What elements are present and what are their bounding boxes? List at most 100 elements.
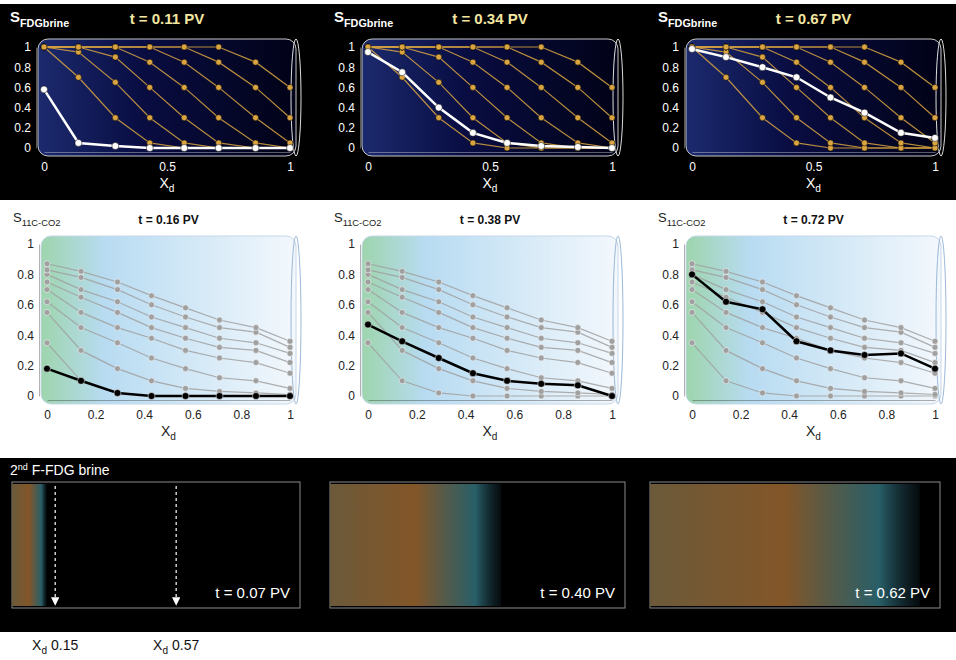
series-point bbox=[828, 347, 834, 353]
series-point bbox=[114, 390, 120, 396]
series-point bbox=[898, 390, 904, 396]
series-point bbox=[793, 355, 799, 361]
tick: 0.4 bbox=[338, 329, 360, 343]
label-main: S bbox=[13, 210, 22, 225]
series-line bbox=[692, 49, 935, 138]
tick-label: 0.2 bbox=[662, 359, 679, 373]
series-point bbox=[897, 350, 904, 357]
tick-label: 0 bbox=[672, 389, 679, 403]
series-point bbox=[148, 355, 154, 361]
x-axis: 00.51 bbox=[41, 152, 294, 174]
tick: 0 bbox=[348, 141, 360, 155]
series-point bbox=[689, 271, 695, 277]
series-point bbox=[114, 299, 120, 305]
tick-label: 0.8 bbox=[14, 61, 31, 75]
tick: 0 bbox=[689, 400, 696, 422]
series-point bbox=[504, 140, 510, 146]
annotation-label: Xd0.15 bbox=[32, 637, 78, 656]
label-sub: 11C-CO2 bbox=[667, 218, 706, 228]
tick: 0 bbox=[348, 389, 360, 403]
series-point bbox=[469, 129, 476, 136]
panel-title: t = 0.11 PV bbox=[130, 10, 205, 27]
series-point bbox=[75, 44, 81, 50]
series-point bbox=[898, 340, 904, 346]
tick-label: 0.6 bbox=[830, 408, 847, 422]
series-line bbox=[692, 47, 935, 148]
series-point bbox=[827, 347, 834, 354]
series-point bbox=[609, 84, 615, 90]
series-point bbox=[759, 287, 765, 293]
series-point bbox=[217, 375, 223, 381]
series-point bbox=[287, 338, 293, 344]
tick: 0 bbox=[44, 400, 51, 422]
series-line bbox=[368, 47, 612, 118]
series-point bbox=[609, 385, 615, 391]
series-point bbox=[216, 393, 223, 400]
series-point bbox=[575, 115, 581, 121]
axis-line bbox=[693, 400, 936, 401]
series-point bbox=[287, 393, 293, 399]
series-line bbox=[47, 312, 290, 394]
series-point bbox=[436, 279, 442, 285]
series-point bbox=[148, 302, 154, 308]
series-point bbox=[470, 44, 476, 50]
series-point bbox=[575, 360, 581, 366]
series-point bbox=[217, 335, 223, 341]
tick-label: 0.4 bbox=[338, 329, 355, 343]
series-point bbox=[504, 84, 510, 90]
tick-label: 1 bbox=[932, 408, 939, 422]
series-point bbox=[41, 44, 47, 50]
series-point bbox=[575, 84, 581, 90]
tick: 0.2 bbox=[338, 121, 360, 135]
series-point bbox=[470, 115, 476, 121]
tick: 0.2 bbox=[409, 400, 426, 422]
series-point bbox=[689, 279, 695, 285]
tick: 0.8 bbox=[662, 61, 684, 75]
series-point bbox=[828, 335, 834, 341]
tick: 0.4 bbox=[458, 400, 475, 422]
row-background bbox=[0, 458, 956, 632]
series-point bbox=[689, 271, 696, 278]
tick: 0.5 bbox=[159, 152, 176, 174]
series-point bbox=[41, 86, 48, 93]
tick-label: 0.6 bbox=[507, 408, 524, 422]
series-point bbox=[759, 44, 765, 50]
series-line bbox=[44, 47, 290, 87]
series-point bbox=[793, 293, 799, 299]
tick-label: 0 bbox=[348, 141, 355, 155]
series-point bbox=[436, 115, 442, 121]
tick-label: 0.4 bbox=[458, 408, 475, 422]
series-point bbox=[470, 393, 476, 399]
series-line bbox=[47, 270, 290, 348]
g-element bbox=[12, 484, 47, 606]
series-point bbox=[365, 279, 371, 285]
x-axis: 00.51 bbox=[365, 152, 616, 174]
series-point bbox=[861, 109, 868, 116]
label-main: S bbox=[334, 210, 343, 225]
series-point bbox=[793, 140, 799, 146]
series-line bbox=[368, 302, 612, 389]
series-point bbox=[793, 314, 799, 320]
tick-label: 0.6 bbox=[662, 298, 679, 312]
tick: 0.4 bbox=[17, 329, 39, 343]
series-line bbox=[368, 52, 612, 148]
series-point bbox=[183, 393, 189, 399]
series-point bbox=[828, 393, 834, 399]
core-end bbox=[291, 39, 301, 156]
title-main: 2 bbox=[10, 462, 18, 478]
core-image bbox=[41, 236, 296, 404]
series-line bbox=[44, 47, 290, 118]
tick: 0.6 bbox=[662, 81, 684, 95]
axis-line bbox=[693, 152, 936, 153]
series-point bbox=[827, 94, 834, 101]
series-line bbox=[692, 47, 935, 148]
series-point bbox=[609, 360, 615, 366]
tick: 0.4 bbox=[781, 400, 798, 422]
tick: 0 bbox=[672, 141, 684, 155]
series-point bbox=[399, 274, 405, 280]
series-point bbox=[78, 268, 84, 274]
series-point bbox=[932, 84, 938, 90]
tick: 0.6 bbox=[338, 81, 360, 95]
series-point bbox=[538, 355, 544, 361]
series-point bbox=[147, 115, 153, 121]
